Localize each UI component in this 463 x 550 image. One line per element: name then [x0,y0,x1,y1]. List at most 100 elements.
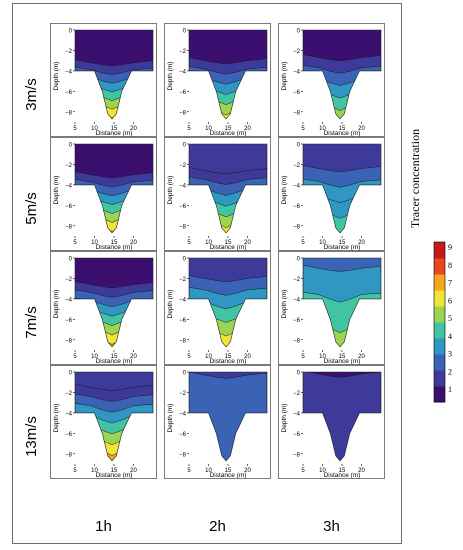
domain-outline [302,143,382,234]
colorbar-title-text: Tracer concentration [408,128,423,228]
x-tick-label: 15 [225,354,232,360]
colorbar-segment [434,322,445,339]
x-tick-label: 10 [319,126,326,132]
y-axis-label: Depth (m) [53,404,60,433]
x-tick-label: 20 [130,354,137,360]
row-label-3ms: 3m/s [14,37,48,151]
y-tick-label: 0 [297,143,301,149]
contour-panel: 0 −2 −4 −6 −8 5 10 15 20 Distance (m) Depth (m) [50,137,157,251]
y-tick-label: −8 [65,224,73,230]
figure-frame [12,3,402,544]
x-axis-label: Distance (m) [96,244,133,251]
y-tick-label: 0 [183,257,187,263]
colorbar-segment [434,290,445,307]
x-axis-label: Distance (m) [96,472,133,479]
contour-panel: 0 −2 −4 −6 −8 5 10 15 20 Distance (m) Depth (m) [278,365,385,479]
x-tick-label: 20 [358,468,365,474]
x-tick-label: 5 [187,240,191,246]
x-tick-label: 10 [91,468,98,474]
y-tick-label: −4 [293,183,301,189]
contour-panel: 0 −2 −4 −6 −8 5 10 15 20 Distance (m) Depth (m) [278,137,385,251]
x-axis-label: Distance (m) [210,244,247,251]
colorbar-tick-label: 8 [448,261,452,270]
x-tick-label: 10 [91,240,98,246]
domain-outline [302,257,382,348]
x-tick-label: 5 [301,240,305,246]
y-tick-label: −4 [293,69,301,75]
colorbar-segment [434,258,445,275]
x-tick-label: 5 [301,468,305,474]
y-tick-label: −4 [179,69,187,75]
contour-panel: 0 −2 −4 −6 −8 5 10 15 20 Distance (m) Depth (m) [278,251,385,365]
x-tick-label: 5 [187,468,191,474]
x-tick-label: 5 [187,354,191,360]
y-tick-label: 0 [297,371,301,377]
x-tick-label: 15 [111,126,118,132]
col-label-1h: 1h [95,518,112,535]
x-tick-label: 15 [225,126,232,132]
domain-outline [302,371,382,462]
y-tick-label: −2 [293,277,301,283]
x-tick-label: 20 [244,240,251,246]
x-tick-label: 20 [244,468,251,474]
colorbar-tick-label: 1 [448,385,452,394]
x-tick-label: 5 [73,126,77,132]
domain-outline [74,257,154,348]
row-label-text: 3m/s [22,77,40,111]
y-axis-label: Depth (m) [281,176,288,205]
domain-outline [188,371,268,462]
y-tick-label: −4 [179,183,187,189]
y-tick-label: −2 [179,163,187,169]
x-tick-label: 5 [187,126,191,132]
contour-panel: 0 −2 −4 −6 −8 5 10 15 20 Distance (m) Depth (m) [278,23,385,137]
row-label-7ms: 7m/s [14,265,48,379]
domain-outline [188,29,268,120]
colorbar-tick-label: 3 [448,350,452,359]
x-axis-label: Distance (m) [210,472,247,479]
domain-outline [74,371,154,462]
y-axis-label: Depth (m) [53,290,60,319]
y-tick-label: 0 [297,257,301,263]
y-tick-label: −4 [179,411,187,417]
row-label-text: 5m/s [22,191,40,225]
row-label-text: 13m/s [22,415,40,457]
y-tick-label: −8 [293,110,301,116]
y-tick-label: −6 [293,432,301,438]
colorbar-title: Tracer concentration [404,120,428,236]
y-tick-label: 0 [183,29,187,35]
x-axis-label: Distance (m) [210,130,247,137]
x-tick-label: 10 [319,468,326,474]
y-tick-label: −6 [65,432,73,438]
x-tick-label: 20 [358,240,365,246]
colorbar-segment [434,386,445,403]
x-tick-label: 20 [244,354,251,360]
y-tick-label: −8 [293,452,301,458]
y-tick-label: −4 [65,183,73,189]
domain-outline [302,29,382,120]
contour-panel: 0 −2 −4 −6 −8 5 10 15 20 Distance (m) Depth (m) [164,23,271,137]
y-tick-label: 0 [69,257,73,263]
y-tick-label: −4 [293,297,301,303]
x-axis-label: Distance (m) [96,358,133,365]
contour-panel: 0 −2 −4 −6 −8 5 10 15 20 Distance (m) Depth (m) [50,365,157,479]
y-axis-label: Depth (m) [281,290,288,319]
y-tick-label: 0 [69,29,73,35]
y-tick-label: 0 [69,143,73,149]
colorbar-tick-label: 7 [448,279,452,288]
x-tick-label: 10 [91,354,98,360]
x-tick-label: 15 [339,126,346,132]
y-tick-label: −2 [293,163,301,169]
y-axis-label: Depth (m) [53,176,60,205]
x-axis-label: Distance (m) [324,244,361,251]
x-tick-label: 20 [358,354,365,360]
y-tick-label: −6 [179,204,187,210]
x-tick-label: 20 [130,126,137,132]
